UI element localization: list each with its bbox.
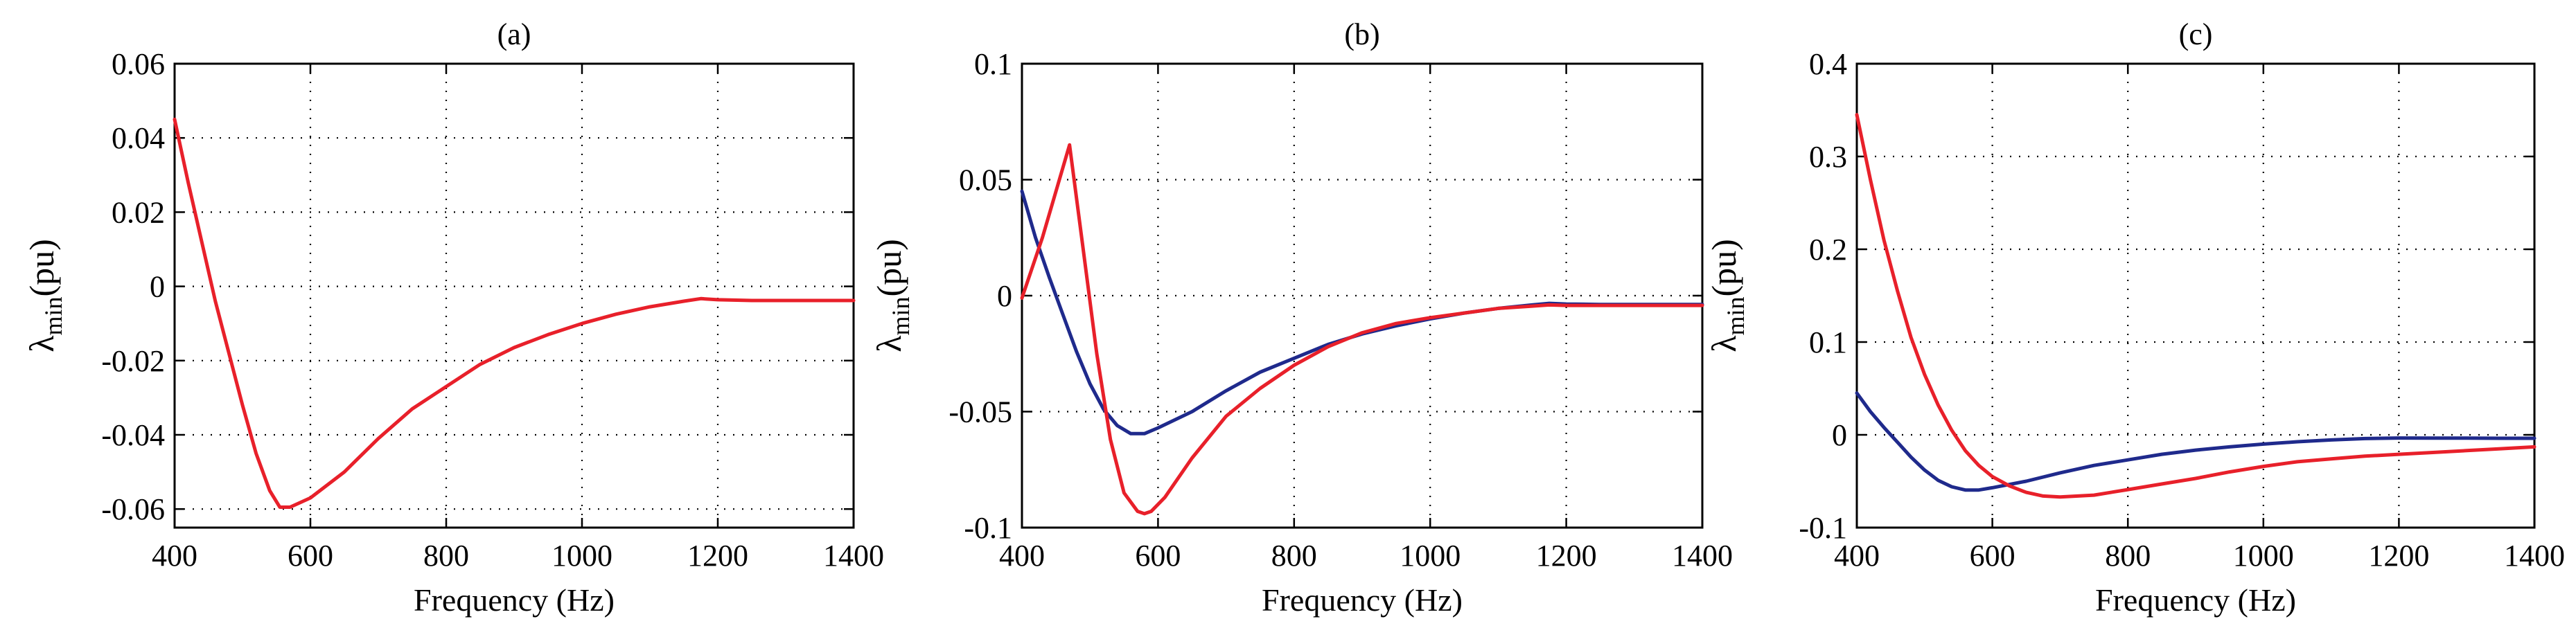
x-tick-label: 1400 <box>2504 539 2565 573</box>
y-axis-title: λmin(pu) <box>1704 239 1749 352</box>
series-line-red <box>1020 143 1704 516</box>
y-axis-unit: (pu) <box>870 239 908 296</box>
y-tick-label: -0.1 <box>1799 511 1847 545</box>
y-tick-label: 0.04 <box>112 121 165 155</box>
y-axis-subscript: min <box>1722 297 1749 336</box>
x-tick-label: 1400 <box>1672 539 1733 573</box>
panel-title: (a) <box>497 17 531 51</box>
x-tick-label: 600 <box>1135 539 1181 573</box>
series-line-red <box>1855 113 2537 499</box>
y-tick-label: 0.1 <box>974 47 1012 81</box>
y-tick-label: 0.2 <box>1809 233 1847 267</box>
x-tick-label: 800 <box>423 539 469 573</box>
y-tick-label: 0.3 <box>1809 140 1847 174</box>
y-tick-label: 0 <box>150 270 165 304</box>
y-axis-symbol: λ <box>22 336 61 352</box>
panel-b: 400 600 800 1000 1200 1400 -0.1 -0.05 0 0.05 0.1 (b… <box>870 17 1733 618</box>
x-axis-title: Frequency (Hz) <box>1262 582 1463 618</box>
x-axis-title: Frequency (Hz) <box>414 582 615 618</box>
x-tick-label: 400 <box>1834 539 1880 573</box>
x-tick-label: 800 <box>1271 539 1317 573</box>
x-tick-label: 400 <box>152 539 197 573</box>
x-tick-label: 1200 <box>1536 539 1597 573</box>
panel-c: 400 600 800 1000 1200 1400 -0.1 0 0.1 0.2 0.3 0.4 (c… <box>1704 17 2565 618</box>
x-tick-label: 1200 <box>687 539 748 573</box>
y-tick-label: -0.05 <box>949 395 1012 429</box>
y-tick-label: 0.02 <box>112 195 165 229</box>
y-axis-title: λmin(pu) <box>870 239 915 352</box>
y-tick-label: 0 <box>997 279 1012 313</box>
y-tick-label: -0.04 <box>101 418 165 452</box>
y-tick-label: -0.1 <box>964 511 1012 545</box>
y-axis-subscript: min <box>887 297 915 336</box>
y-tick-label: -0.02 <box>101 344 165 378</box>
panel-a: 400 600 800 1000 1200 1400 -0.06 -0.04 -0.02 0 0.0… <box>22 17 884 618</box>
y-tick-label: 0.06 <box>112 47 165 81</box>
y-axis-subscript: min <box>39 297 67 336</box>
y-tick-label: -0.06 <box>101 492 165 526</box>
plot-frame <box>1021 62 1704 529</box>
y-axis-symbol: λ <box>1704 336 1743 352</box>
x-tick-label: 1000 <box>2233 539 2294 573</box>
y-tick-label: 0.1 <box>1809 325 1847 359</box>
x-tick-label: 1000 <box>552 539 612 573</box>
x-axis-title: Frequency (Hz) <box>2095 582 2296 618</box>
y-axis-symbol: λ <box>870 336 908 352</box>
x-tick-label: 600 <box>1970 539 2015 573</box>
panel-title: (c) <box>2179 17 2213 51</box>
x-tick-label: 1400 <box>823 539 884 573</box>
y-tick-label: 0.4 <box>1809 47 1847 81</box>
series-line-red <box>173 117 856 509</box>
x-tick-label: 1200 <box>2368 539 2429 573</box>
y-axis-unit: (pu) <box>22 239 61 296</box>
series-line-blue <box>1020 189 1704 436</box>
x-tick-label: 1000 <box>1400 539 1461 573</box>
series-line-blue <box>1855 391 2537 492</box>
y-tick-label: 0.05 <box>959 163 1012 197</box>
x-tick-label: 400 <box>999 539 1045 573</box>
plot-frame <box>173 62 855 529</box>
y-axis-unit: (pu) <box>1704 239 1743 296</box>
y-axis-title: λmin(pu) <box>22 239 67 352</box>
panel-title: (b) <box>1344 17 1379 51</box>
x-tick-label: 800 <box>2105 539 2151 573</box>
y-tick-label: 0 <box>1832 418 1847 452</box>
x-tick-label: 600 <box>288 539 333 573</box>
plot-frame <box>1855 62 2536 529</box>
